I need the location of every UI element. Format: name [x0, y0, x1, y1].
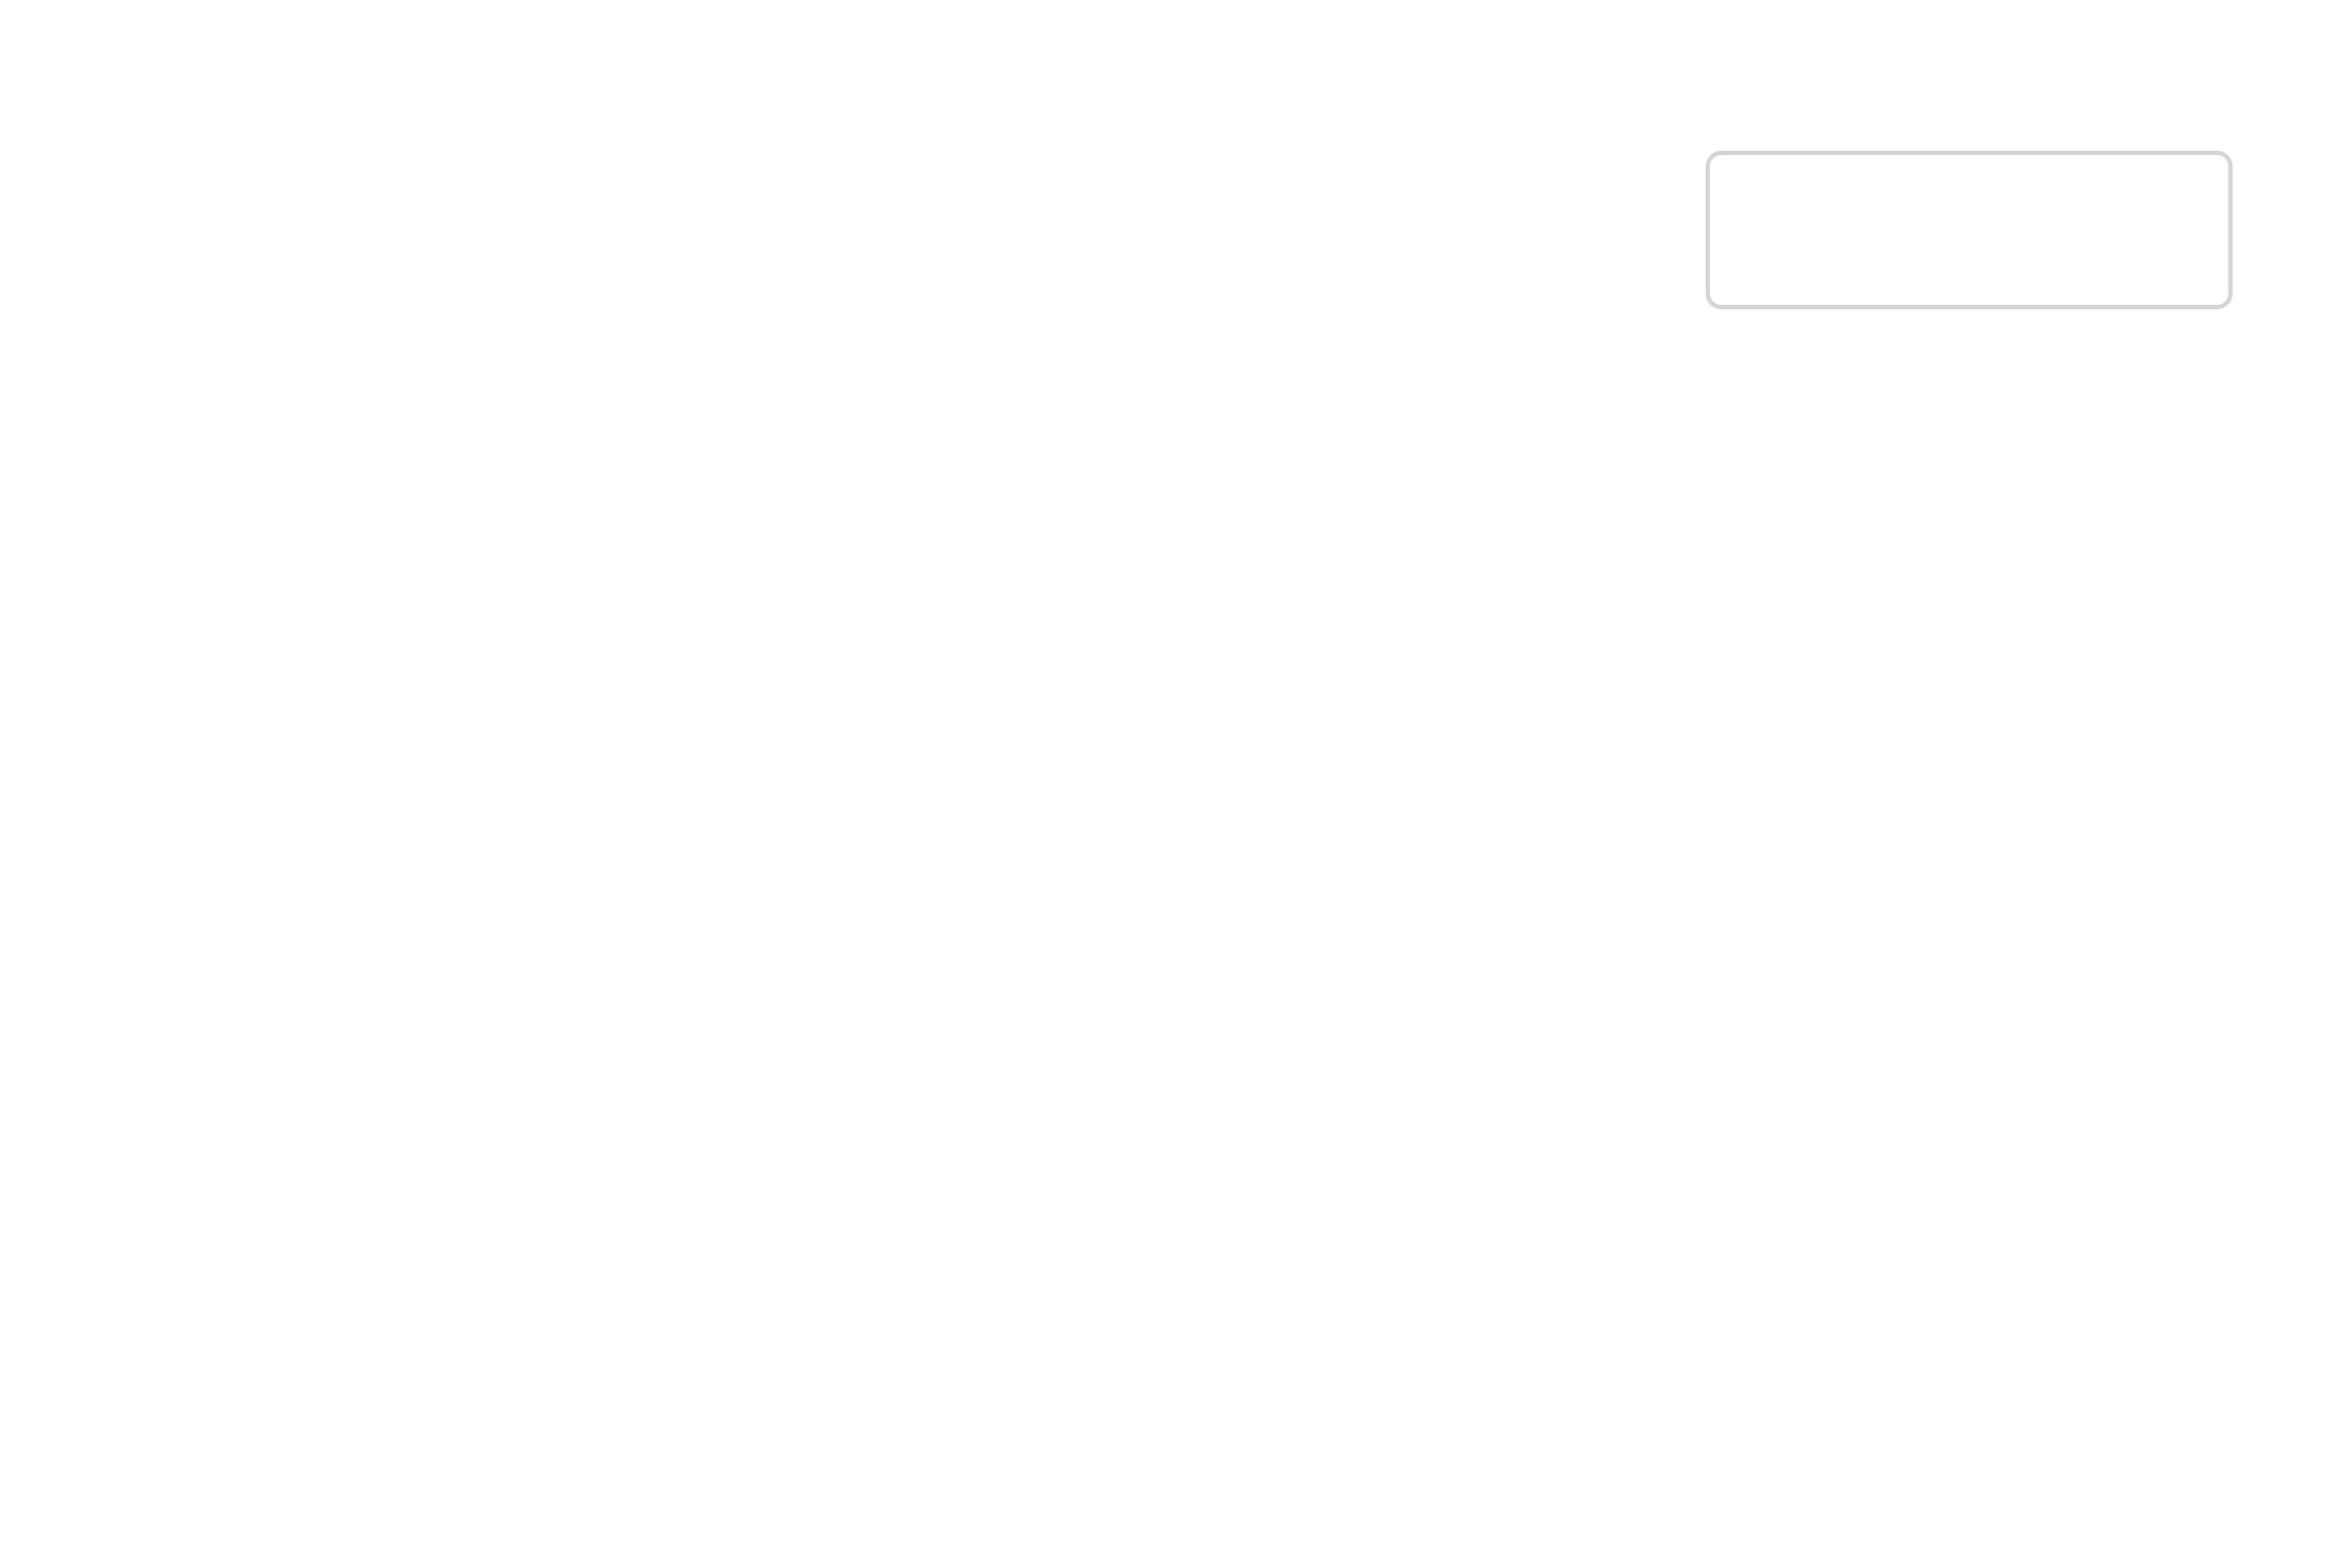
x-axis-label [220, 1436, 2258, 1527]
legend-swatch-tails [1722, 259, 1837, 274]
legend [1706, 151, 2233, 309]
legend-entry-tails [1722, 239, 2228, 293]
chart-title [220, 9, 2258, 100]
legend-entry-hgs [1722, 167, 2228, 221]
legend-swatch-hgs [1722, 187, 1837, 202]
